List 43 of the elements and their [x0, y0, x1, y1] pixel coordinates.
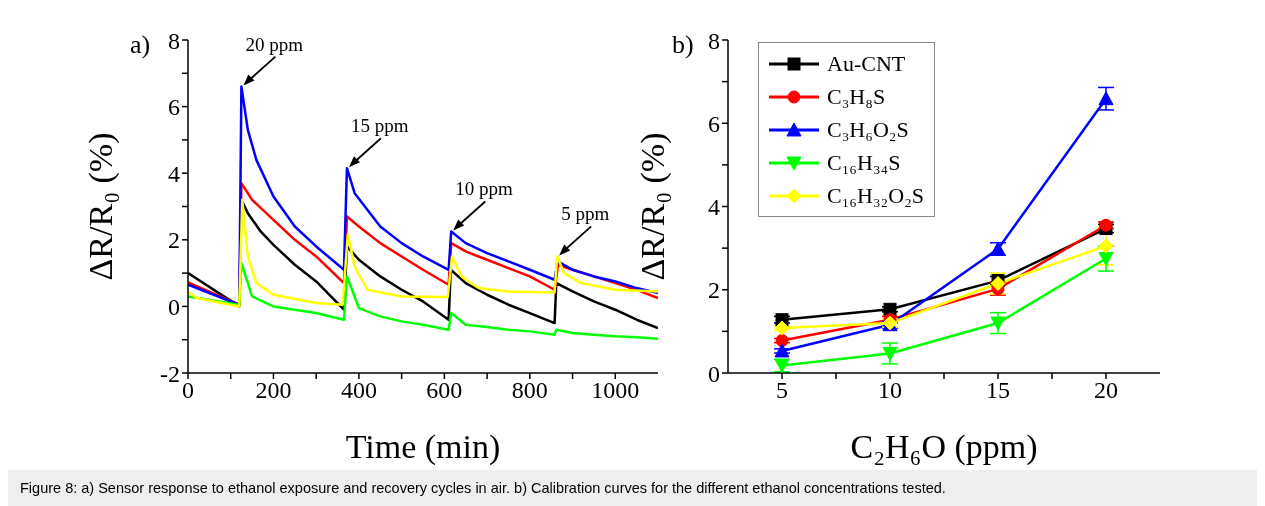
x-tick-label: 200 [255, 377, 292, 404]
y-tick-label: 2 [168, 227, 180, 254]
y-tick-label: -2 [160, 360, 180, 387]
y-tick-label: 0 [168, 293, 180, 320]
legend-label: C₁₆H₃₄S [827, 149, 901, 176]
y-axis-title: ΔR/R₀ (%) [82, 132, 121, 281]
legend-label: C₃H₆O₂S [827, 116, 909, 143]
point [774, 320, 790, 336]
x-tick-label: 15 [986, 377, 1010, 404]
chart-title: a) [130, 30, 151, 60]
point [1098, 238, 1114, 254]
y-tick-label: 4 [708, 194, 720, 221]
point [882, 346, 898, 361]
y-tick-label: 6 [168, 94, 180, 121]
point [774, 343, 790, 358]
y-tick-label: 8 [708, 27, 720, 54]
y-tick-label: 8 [168, 27, 180, 54]
caption: Figure 8: a) Sensor response to ethanol exposure and recovery cycles in air. b) Calibration curves for the different ethanol concentrations tested. [20, 480, 946, 496]
y-axis-title: ΔR/R₀ (%) [634, 132, 673, 281]
legend-label: C₃H₈S [827, 83, 886, 110]
annotation: 10 ppm [455, 178, 513, 200]
chart-title: b) [672, 30, 694, 60]
legend-label: Au-CNT [827, 50, 906, 77]
x-tick-label: 400 [340, 377, 377, 404]
x-tick-label: 600 [426, 377, 463, 404]
y-tick-label: 4 [168, 160, 180, 187]
x-tick-label: 10 [878, 377, 902, 404]
x-tick-label: 800 [511, 377, 548, 404]
point [990, 316, 1006, 331]
x-tick-label: 20 [1094, 377, 1118, 404]
annotation: 5 ppm [561, 203, 610, 225]
legend-label: C₁₆H₃₂O₂S [827, 182, 925, 209]
annotation: 15 ppm [350, 115, 409, 137]
x-axis-title: C₂H₆O (ppm) [850, 428, 1038, 466]
point [1098, 91, 1114, 106]
point [1098, 252, 1114, 267]
annotation: 20 ppm [245, 33, 304, 55]
y-tick-label: 0 [708, 360, 720, 387]
x-tick-label: 5 [776, 377, 788, 404]
x-axis-title: Time (min) [345, 428, 501, 466]
x-tick-label: 1000 [591, 377, 640, 404]
y-tick-label: 2 [708, 277, 720, 304]
y-tick-label: 6 [708, 110, 720, 137]
